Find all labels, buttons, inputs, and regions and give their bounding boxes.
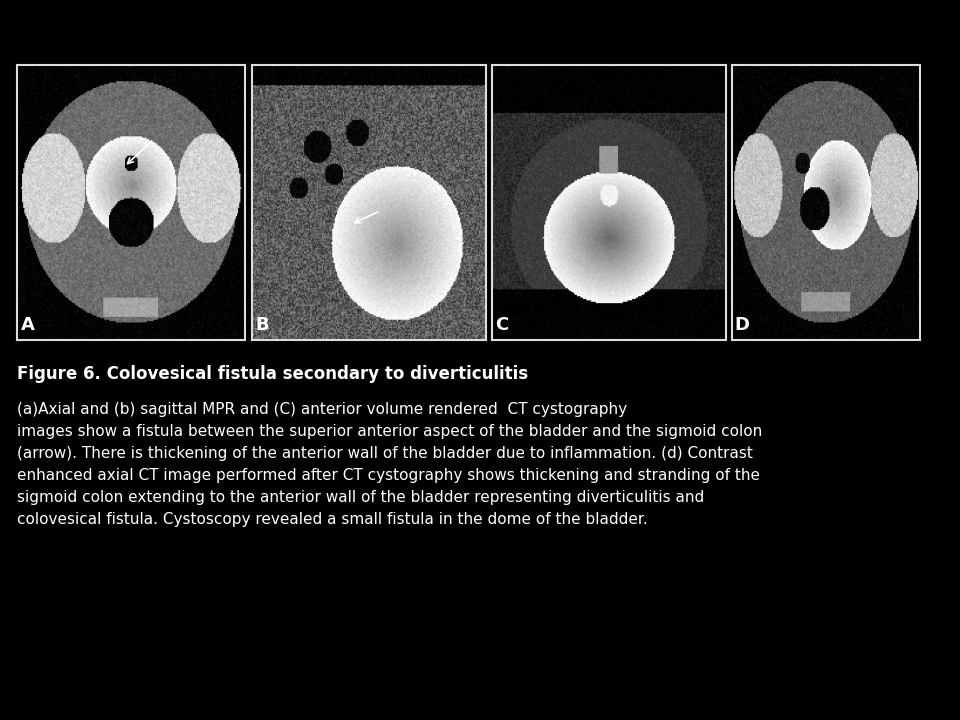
Text: A: A bbox=[20, 317, 35, 335]
Text: colovesical fistula. Cystoscopy revealed a small fistula in the dome of the blad: colovesical fistula. Cystoscopy revealed… bbox=[17, 512, 648, 527]
Text: C: C bbox=[495, 317, 509, 335]
Text: (arrow). There is thickening of the anterior wall of the bladder due to inflamma: (arrow). There is thickening of the ante… bbox=[17, 446, 754, 461]
Text: enhanced axial CT image performed after CT cystography shows thickening and stra: enhanced axial CT image performed after … bbox=[17, 468, 760, 483]
Text: Figure 6. Colovesical fistula secondary to diverticulitis: Figure 6. Colovesical fistula secondary … bbox=[17, 365, 528, 383]
Text: (a)Axial and (b) sagittal MPR and (C) anterior volume rendered  CT cystography: (a)Axial and (b) sagittal MPR and (C) an… bbox=[17, 402, 628, 417]
Text: B: B bbox=[255, 317, 269, 335]
Text: sigmoid colon extending to the anterior wall of the bladder representing diverti: sigmoid colon extending to the anterior … bbox=[17, 490, 705, 505]
Text: images show a fistula between the superior anterior aspect of the bladder and th: images show a fistula between the superi… bbox=[17, 424, 762, 439]
Text: D: D bbox=[734, 317, 750, 335]
